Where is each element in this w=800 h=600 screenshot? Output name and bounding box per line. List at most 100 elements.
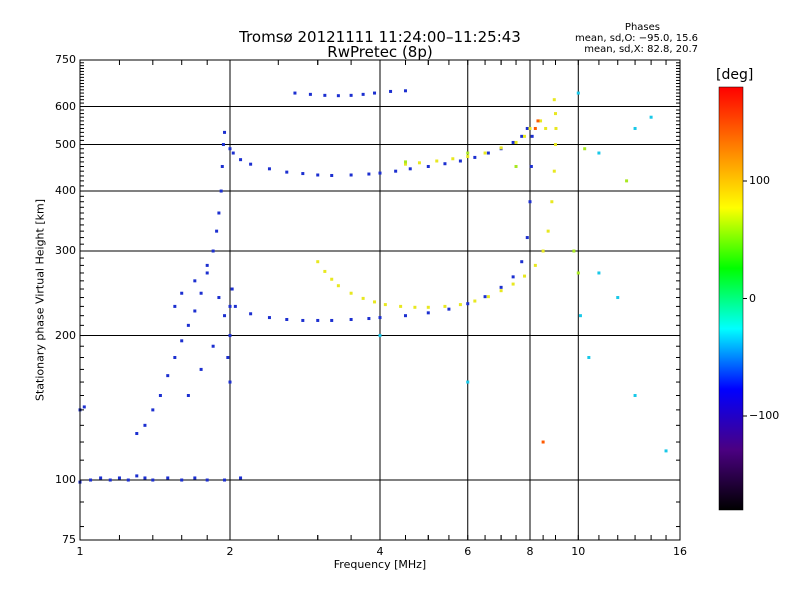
data-point (389, 89, 393, 93)
data-point (443, 304, 447, 308)
data-point (378, 334, 382, 338)
data-point (349, 173, 353, 177)
data-point (533, 263, 537, 267)
data-point (473, 299, 477, 303)
data-point (523, 134, 527, 138)
data-point (378, 171, 382, 175)
data-point (231, 151, 235, 155)
data-point (367, 172, 371, 176)
data-point (151, 478, 155, 482)
data-point (349, 317, 353, 321)
data-point (523, 274, 527, 278)
data-point (336, 284, 340, 288)
data-point (541, 440, 545, 444)
data-point (180, 478, 184, 482)
data-point (583, 147, 587, 151)
data-point (199, 291, 203, 295)
data-point (180, 339, 184, 343)
y-tick-label: 200 (55, 328, 76, 342)
data-point (223, 130, 227, 134)
data-point (361, 92, 365, 96)
x-tick-label: 16 (673, 545, 687, 558)
x-tick-label: 6 (464, 545, 472, 558)
data-point (158, 394, 162, 398)
data-point (82, 405, 86, 409)
data-point (486, 295, 490, 299)
data-point (435, 159, 439, 163)
data-point (403, 89, 407, 93)
data-point (166, 374, 170, 378)
data-point (554, 126, 558, 130)
chart-title: Tromsø 20121111 11:24:00–11:25:43 (239, 28, 521, 46)
data-point (597, 271, 601, 275)
data-point (443, 162, 447, 166)
x-tick-label: 8 (526, 545, 534, 558)
data-point (403, 314, 407, 318)
chart-subtitle: RwPretec (8p) (327, 43, 433, 61)
data-point (550, 200, 554, 204)
data-point (108, 478, 112, 482)
data-point (520, 134, 524, 138)
colorbar (718, 86, 744, 511)
data-point (533, 126, 537, 130)
data-point (633, 126, 637, 130)
data-point (330, 318, 334, 322)
data-point (323, 269, 327, 273)
data-point (205, 271, 209, 275)
data-point (233, 304, 237, 308)
colorbar-ticks (743, 180, 747, 417)
grid (80, 60, 680, 540)
data-point (417, 161, 421, 165)
data-point (426, 311, 430, 315)
stats-x-mode: mean, sd,X: 82.8, 20.7 (584, 44, 698, 55)
data-point (553, 112, 557, 116)
data-points (78, 89, 668, 484)
data-point (413, 305, 417, 309)
data-point (126, 478, 130, 482)
data-point (285, 317, 289, 321)
data-point (576, 91, 580, 95)
data-point (301, 318, 305, 322)
data-point (143, 476, 147, 480)
colorbar-tick-label: 0 (749, 291, 756, 305)
data-point (525, 126, 529, 130)
data-point (316, 260, 320, 264)
data-point (486, 151, 490, 155)
data-point (219, 189, 223, 193)
data-point (135, 432, 139, 436)
data-point (267, 167, 271, 171)
data-point (511, 140, 515, 144)
x-tick-label: 2 (226, 545, 234, 558)
data-point (514, 164, 518, 168)
data-point (99, 476, 103, 480)
data-point (394, 169, 398, 173)
data-point (221, 143, 225, 147)
data-point (528, 200, 532, 204)
data-point (529, 164, 533, 168)
data-point (143, 423, 147, 427)
data-point (186, 394, 190, 398)
data-point (230, 287, 234, 291)
data-point (499, 146, 503, 150)
data-point (378, 316, 382, 320)
y-tick-label: 400 (55, 184, 76, 198)
data-point (301, 172, 305, 176)
data-point (525, 236, 529, 240)
data-point (572, 249, 576, 253)
data-point (530, 134, 534, 138)
data-point (473, 155, 477, 159)
data-point (223, 478, 227, 482)
data-point (408, 167, 412, 171)
data-point (426, 305, 430, 309)
data-point (458, 303, 462, 307)
data-point (173, 304, 177, 308)
data-point (316, 173, 320, 177)
data-point (367, 317, 371, 321)
data-point (483, 295, 487, 299)
data-point (193, 309, 197, 313)
data-point (361, 296, 365, 300)
data-point (223, 314, 227, 318)
y-tick-label: 100 (55, 473, 76, 487)
data-point (403, 160, 407, 164)
